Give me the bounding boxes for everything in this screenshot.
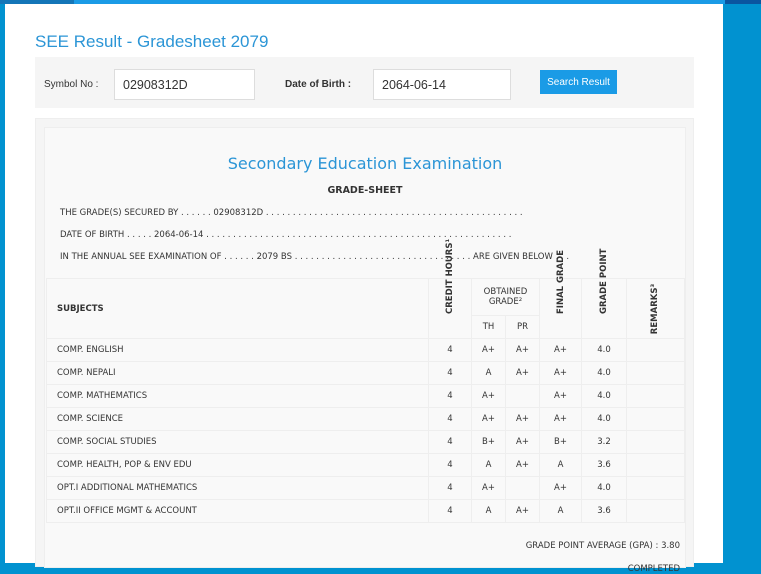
cell-point: 3.6 — [581, 453, 627, 477]
dob-label: Date of Birth : — [285, 79, 352, 90]
cell-final: B+ — [539, 430, 582, 454]
table-row: COMP. HEALTH, POP & ENV EDU 4 A A+ A 3.6 — [46, 453, 685, 477]
cell-pr: A+ — [505, 499, 540, 523]
header-remarks: REMARKS³ — [650, 283, 661, 334]
header-pr: PR — [505, 315, 540, 339]
cell-subject: COMP. MATHEMATICS — [46, 384, 429, 408]
cell-credit: 4 — [428, 361, 472, 385]
cell-credit: 4 — [428, 476, 472, 500]
cell-final: A+ — [539, 384, 582, 408]
cell-point: 4.0 — [581, 384, 627, 408]
table-row: COMP. ENGLISH 4 A+ A+ A+ 4.0 — [46, 338, 685, 362]
cell-final: A+ — [539, 338, 582, 362]
cell-remarks — [626, 476, 685, 500]
header-credit: CREDIT HOURS¹ — [445, 238, 455, 314]
cell-subject: OPT.I ADDITIONAL MATHEMATICS — [46, 476, 429, 500]
cell-subject: COMP. SOCIAL STUDIES — [46, 430, 429, 454]
cell-remarks — [626, 407, 685, 431]
page-title: SEE Result - Gradesheet 2079 — [35, 32, 269, 51]
table-row: COMP. NEPALI 4 A A+ A+ 4.0 — [46, 361, 685, 385]
cell-pr: A+ — [505, 338, 540, 362]
cell-final: A — [539, 453, 582, 477]
cell-credit: 4 — [428, 338, 472, 362]
dob-line: DATE OF BIRTH . . . . . 2064-06-14 . . .… — [60, 230, 512, 240]
exam-heading: Secondary Education Examination — [227, 154, 503, 173]
search-result-button[interactable]: Search Result — [540, 70, 617, 94]
exam-line: IN THE ANNUAL SEE EXAMINATION OF . . . .… — [60, 252, 570, 262]
header-obtained: OBTAINED GRADE² — [471, 278, 540, 316]
cell-final: A+ — [539, 361, 582, 385]
cell-th: A+ — [470, 407, 507, 431]
symbol-input[interactable] — [114, 69, 255, 100]
cell-final: A+ — [539, 407, 582, 431]
cell-th: A+ — [470, 384, 507, 408]
completed-status: COMPLETED — [627, 564, 680, 574]
header-th: TH — [470, 315, 507, 339]
header-subjects: SUBJECTS — [46, 278, 429, 339]
cell-remarks — [626, 338, 685, 362]
table-row: COMP. SOCIAL STUDIES 4 B+ A+ B+ 3.2 — [46, 430, 685, 454]
cell-credit: 4 — [428, 499, 472, 523]
cell-pr: A+ — [505, 361, 540, 385]
table-row: OPT.I ADDITIONAL MATHEMATICS 4 A+ A+ 4.0 — [46, 476, 685, 500]
table-row: COMP. MATHEMATICS 4 A+ A+ 4.0 — [46, 384, 685, 408]
symbol-label: Symbol No : — [44, 79, 99, 90]
cell-credit: 4 — [428, 453, 472, 477]
main-card: SEE Result - Gradesheet 2079 Symbol No :… — [5, 4, 723, 574]
cell-pr: A+ — [505, 430, 540, 454]
cell-pr: A+ — [505, 407, 540, 431]
secured-by-line: THE GRADE(S) SECURED BY . . . . . . 0290… — [60, 208, 523, 218]
cell-th: A — [470, 499, 507, 523]
cell-remarks — [626, 499, 685, 523]
gradesheet: Secondary Education Examination GRADE-SH… — [35, 118, 694, 574]
search-form: Symbol No : Date of Birth : Search Resul… — [35, 57, 694, 108]
cell-final: A — [539, 499, 582, 523]
cell-th: A+ — [470, 338, 507, 362]
header-final: FINAL GRADE — [555, 249, 566, 314]
cell-subject: COMP. ENGLISH — [46, 338, 429, 362]
cell-credit: 4 — [428, 384, 472, 408]
table-row: OPT.II OFFICE MGMT & ACCOUNT 4 A A+ A 3.6 — [46, 499, 685, 523]
cell-subject: COMP. HEALTH, POP & ENV EDU — [46, 453, 429, 477]
cell-remarks — [626, 430, 685, 454]
header-point: GRADE POINT — [599, 248, 609, 314]
cell-subject: COMP. SCIENCE — [46, 407, 429, 431]
cell-subject: COMP. NEPALI — [46, 361, 429, 385]
cell-credit: 4 — [428, 407, 472, 431]
cell-point: 4.0 — [581, 476, 627, 500]
cell-th: A — [470, 361, 507, 385]
cell-pr — [505, 384, 540, 408]
cell-point: 4.0 — [581, 407, 627, 431]
cell-th: A — [470, 453, 507, 477]
cell-remarks — [626, 361, 685, 385]
gpa: GRADE POINT AVERAGE (GPA) : 3.80 — [525, 541, 680, 551]
cell-pr: A+ — [505, 453, 540, 477]
cell-point: 4.0 — [581, 338, 627, 362]
cell-th: A+ — [470, 476, 507, 500]
grades-table: SUBJECTS CREDIT HOURS¹ OBTAINED GRADE² F… — [46, 238, 685, 523]
cell-pr — [505, 476, 540, 500]
table-row: COMP. SCIENCE 4 A+ A+ A+ 4.0 — [46, 407, 685, 431]
cell-point: 3.6 — [581, 499, 627, 523]
gradesheet-heading: GRADE-SHEET — [327, 185, 403, 196]
cell-remarks — [626, 453, 685, 477]
top-bar — [0, 0, 761, 4]
dob-input[interactable] — [373, 69, 511, 100]
cell-th: B+ — [470, 430, 507, 454]
cell-final: A+ — [539, 476, 582, 500]
cell-point: 4.0 — [581, 361, 627, 385]
cell-point: 3.2 — [581, 430, 627, 454]
cell-subject: OPT.II OFFICE MGMT & ACCOUNT — [46, 499, 429, 523]
cell-credit: 4 — [428, 430, 472, 454]
cell-remarks — [626, 384, 685, 408]
